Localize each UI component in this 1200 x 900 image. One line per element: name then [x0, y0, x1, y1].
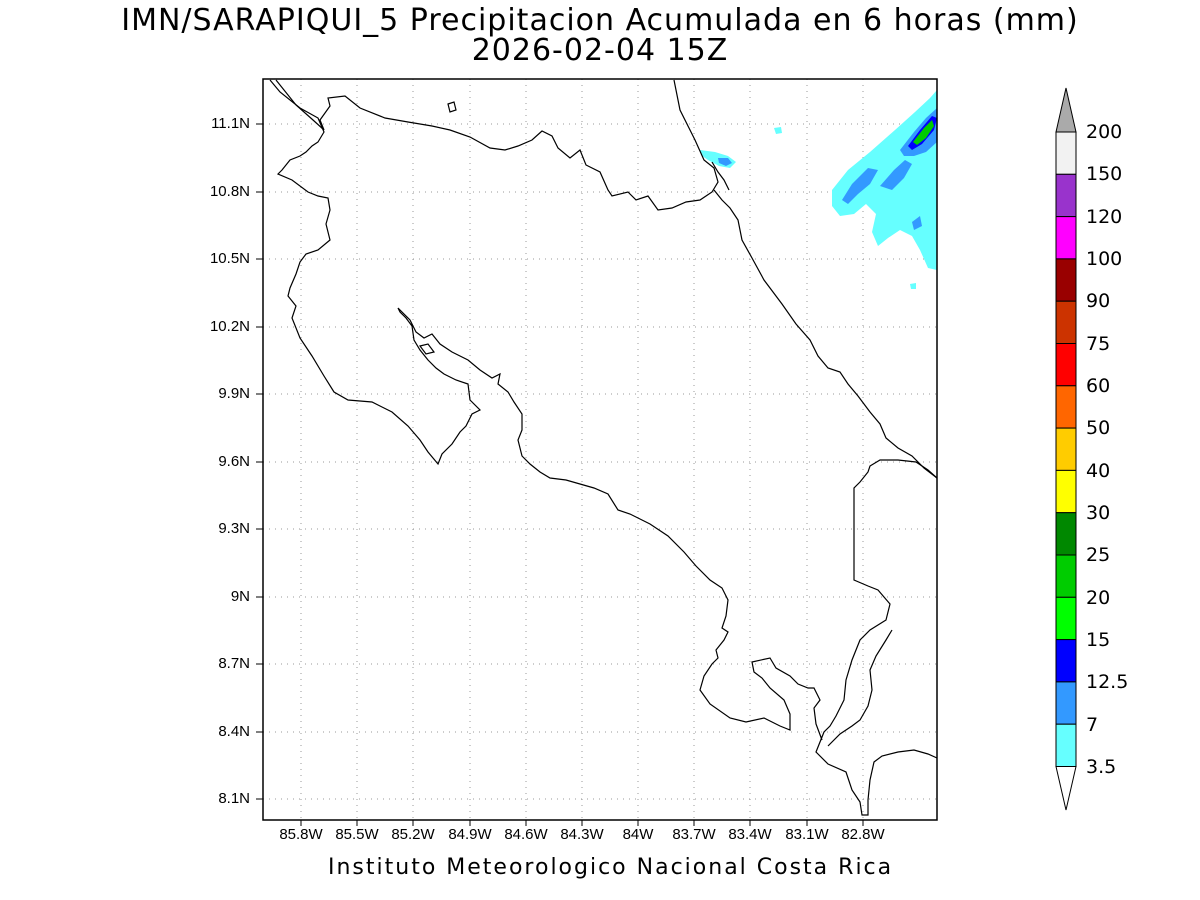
lat-label: 10.2N	[209, 318, 250, 335]
lat-label: 8.7N	[218, 655, 250, 672]
lon-label: 83.1W	[785, 826, 829, 843]
colorbar	[1055, 87, 1077, 811]
lat-label: 11.1N	[211, 115, 250, 132]
colorbar-underflow-arrow	[1055, 766, 1077, 811]
colorbar-label: 12.5	[1086, 671, 1129, 693]
chart-subtitle-datetime: 2026-02-04 15Z	[471, 33, 729, 68]
precipitation-shading	[700, 90, 937, 289]
colorbar-label: 200	[1086, 121, 1123, 143]
lon-label: 85.5W	[335, 826, 379, 843]
chart-title: IMN/SARAPIQUI_5 Precipitacion Acumulada …	[121, 3, 1079, 38]
colorbar-label: 60	[1086, 375, 1111, 397]
colorbar-label: 3.5	[1086, 756, 1117, 778]
lat-label: 9.9N	[218, 385, 250, 402]
map-frame	[262, 78, 938, 821]
coastlines	[269, 79, 938, 816]
colorbar-label: 20	[1086, 587, 1111, 609]
lon-label: 84.3W	[560, 826, 604, 843]
colorbar-label: 30	[1086, 502, 1111, 524]
colorbar-label: 15	[1086, 629, 1111, 651]
lon-label: 83.4W	[728, 826, 772, 843]
lat-label: 8.1N	[218, 790, 250, 807]
colorbar-label: 90	[1086, 290, 1111, 312]
lon-label: 83.7W	[672, 826, 716, 843]
colorbar-overflow-arrow	[1055, 87, 1077, 133]
lon-label: 84W	[622, 826, 654, 843]
colorbar-label: 120	[1086, 206, 1123, 228]
lat-label: 10.8N	[209, 183, 250, 200]
lon-label: 82.8W	[841, 826, 885, 843]
colorbar-label: 100	[1086, 248, 1123, 270]
map-grid	[263, 79, 937, 820]
lon-label: 84.9W	[448, 826, 492, 843]
lat-label: 9.3N	[218, 520, 250, 537]
colorbar-label: 40	[1086, 460, 1111, 482]
lat-label: 9N	[230, 588, 250, 605]
colorbar-label: 25	[1086, 544, 1111, 566]
colorbar-label: 75	[1086, 333, 1111, 355]
lat-label: 8.4N	[218, 723, 250, 740]
lat-label: 9.6N	[218, 453, 250, 470]
colorbar-label: 150	[1086, 163, 1123, 185]
lon-label: 84.6W	[504, 826, 548, 843]
lat-label: 10.5N	[209, 250, 250, 267]
colorbar-label: 7	[1086, 714, 1099, 736]
axis-ticks	[256, 123, 864, 826]
lon-label: 85.8W	[279, 826, 323, 843]
lon-label: 85.2W	[391, 826, 435, 843]
footer-credit: Instituto Meteorologico Nacional Costa R…	[328, 855, 894, 880]
colorbar-label: 50	[1086, 417, 1111, 439]
